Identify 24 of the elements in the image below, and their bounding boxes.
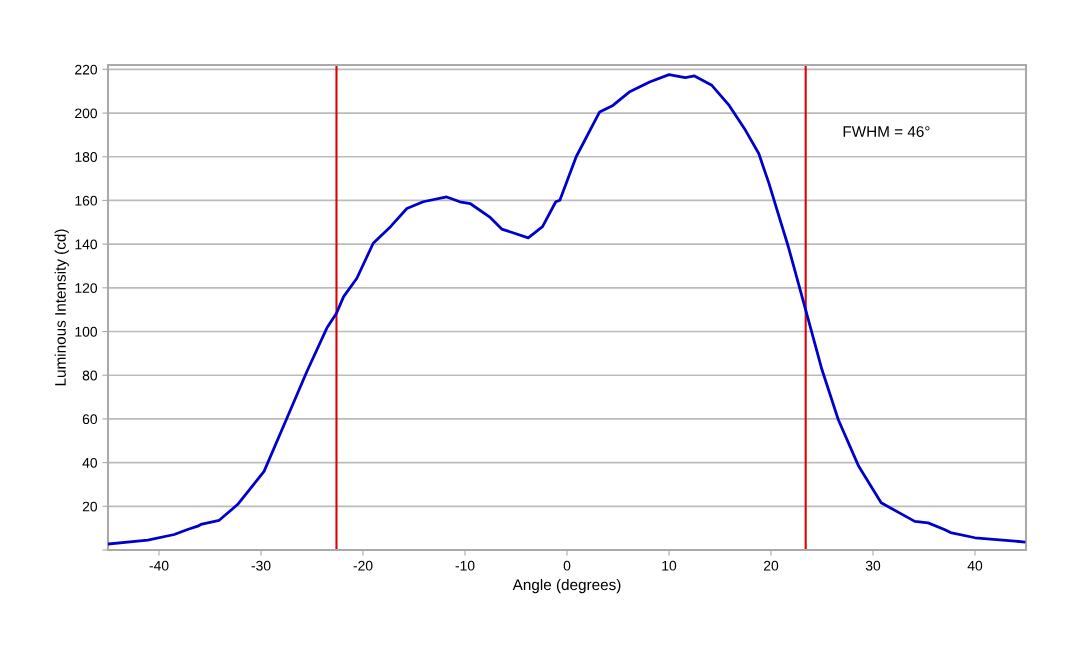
- y-tick-label: 40: [82, 457, 98, 468]
- y-tick-label: 120: [75, 283, 98, 294]
- x-tick-label: 0: [563, 560, 571, 571]
- y-tick-label: 200: [75, 108, 98, 119]
- x-tick-label: -20: [353, 560, 373, 571]
- y-tick-label: 160: [75, 195, 98, 206]
- line-series: [108, 73, 1026, 546]
- x-tick-label: -40: [149, 560, 169, 571]
- y-tick-label: 180: [75, 152, 98, 162]
- y-tick-label: 100: [75, 326, 98, 337]
- y-tick-label: 80: [82, 370, 98, 381]
- x-axis-title: Angle (degrees): [512, 578, 621, 594]
- x-tick-label: -30: [251, 560, 271, 571]
- x-tick-label: 10: [662, 560, 677, 571]
- x-tick-label: -10: [455, 560, 475, 571]
- x-tick-label: 40: [967, 560, 983, 571]
- y-tick-label: 220: [75, 64, 98, 75]
- x-tick-label: 20: [763, 560, 779, 571]
- y-tick-label: 60: [82, 414, 98, 425]
- annotation: FWHM = 46°: [843, 126, 930, 137]
- y-tick-label: 20: [82, 501, 98, 512]
- y-axis-title: Luminous Intensity (cd): [54, 229, 69, 386]
- y-tick-label: 140: [75, 239, 98, 250]
- x-tick-label: 30: [865, 560, 881, 571]
